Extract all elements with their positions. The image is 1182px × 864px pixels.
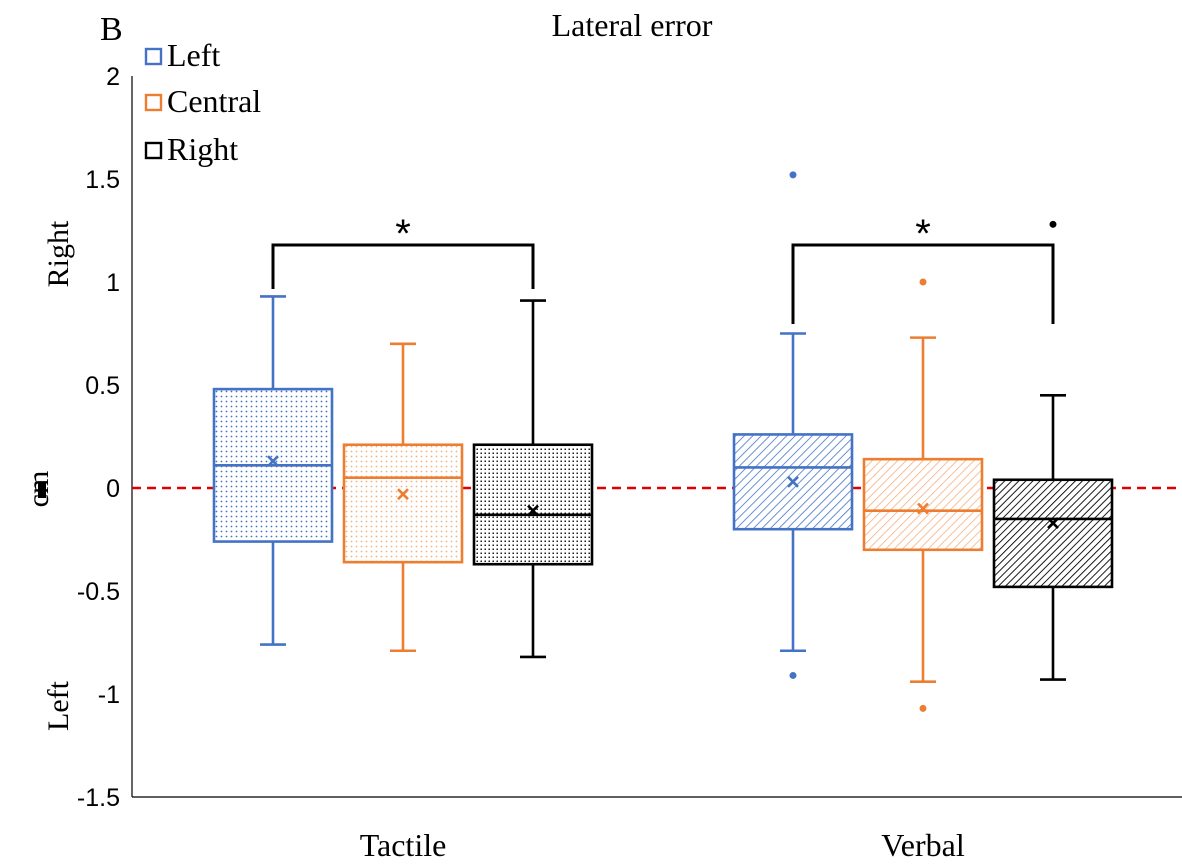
legend: Left Central Right [144,37,261,167]
legend-item-central: Central [144,83,261,119]
y-tick-label: -1 [98,681,120,709]
legend-swatch [144,93,163,112]
y-tick-label: 1 [106,269,120,297]
y-axis-label-right-direction: Right [42,220,75,287]
significance-tactile: * [271,212,535,289]
significance-label: * [395,212,411,256]
box-iqr [862,457,984,552]
legend-label: Right [167,131,238,167]
box-plots [212,171,1114,712]
mean-marker [397,488,409,501]
y-tick-label: 2 [106,63,120,91]
box-right-tactile [472,299,594,659]
legend-label: Central [167,83,261,119]
outlier-point [919,278,927,286]
box-iqr [992,478,1114,589]
panel-label: B [100,11,123,48]
significance-label: * [915,212,931,256]
outlier-point [789,171,797,179]
legend-item-right: Right [144,131,238,167]
outlier-point [919,704,927,712]
y-tick-label: 1.5 [85,166,120,194]
mean-marker [917,502,929,515]
legend-label: Left [167,37,220,73]
significance-bracket [271,243,535,289]
mean-marker [527,504,539,517]
chart-title: Lateral error [552,7,713,43]
legend-swatch [144,47,163,66]
box-left-verbal [732,171,854,679]
y-tick-label: -1.5 [77,784,120,812]
box-left-tactile [212,295,334,646]
x-tick-label-tactile: Tactile [360,827,447,863]
mean-marker [1047,517,1059,529]
legend-swatch [144,141,163,160]
box-right-verbal [992,220,1114,681]
significance-annotations: * * [271,212,1055,324]
box-central-tactile [342,342,464,653]
box-iqr [342,443,464,564]
significance-verbal: * [791,212,1055,324]
legend-item-left: Left [144,37,220,73]
outlier-point [1049,220,1057,228]
box-iqr [472,443,594,566]
box-central-verbal [862,278,984,712]
significance-bracket [791,243,1055,324]
mean-marker [787,475,799,488]
y-tick-label: -0.5 [77,578,120,606]
x-tick-label-verbal: Verbal [881,827,965,863]
y-tick-label: 0 [106,475,120,503]
outlier-point [789,671,797,679]
y-axis-center-marker [38,482,46,498]
axes: 2 1.5 1 0.5 0 -0.5 -1 -1.5 Tactile Verbal [77,63,1182,863]
y-tick-label: 0.5 [85,372,120,400]
mean-marker [267,455,279,468]
y-axis-label-left-direction: Left [42,680,75,731]
